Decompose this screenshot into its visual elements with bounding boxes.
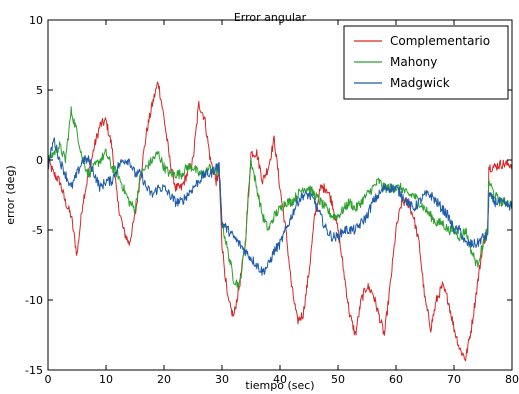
- x-axis-label: tiempo (sec): [245, 379, 314, 392]
- y-tick-label: 10: [29, 14, 43, 27]
- legend-label-complementario: Complementario: [390, 34, 490, 48]
- legend-label-madgwick: Madgwick: [390, 76, 450, 90]
- y-axis-label: error (deg): [4, 165, 17, 224]
- y-tick-label: 5: [36, 84, 43, 97]
- y-tick-label: -5: [32, 224, 43, 237]
- x-tick-label: 10: [99, 373, 113, 386]
- series-line-complementario: [47, 81, 513, 362]
- y-tick-label: -15: [25, 364, 43, 377]
- x-tick-label: 70: [447, 373, 461, 386]
- x-tick-label: 0: [45, 373, 52, 386]
- y-tick-label: 0: [36, 154, 43, 167]
- series-line-madgwick: [47, 137, 513, 276]
- legend: Complementario Mahony Madgwick: [343, 25, 509, 100]
- x-tick-label: 50: [331, 373, 345, 386]
- x-tick-label: 20: [157, 373, 171, 386]
- series-line-mahony: [47, 106, 513, 290]
- chart-title: Error angular: [234, 11, 307, 24]
- y-tick-label: -10: [25, 294, 43, 307]
- x-tick-label: 60: [389, 373, 403, 386]
- plot-lines: [47, 81, 513, 362]
- x-tick-label: 80: [505, 373, 519, 386]
- legend-label-mahony: Mahony: [390, 55, 437, 69]
- x-tick-label: 30: [215, 373, 229, 386]
- x-tick-label: 40: [273, 373, 287, 386]
